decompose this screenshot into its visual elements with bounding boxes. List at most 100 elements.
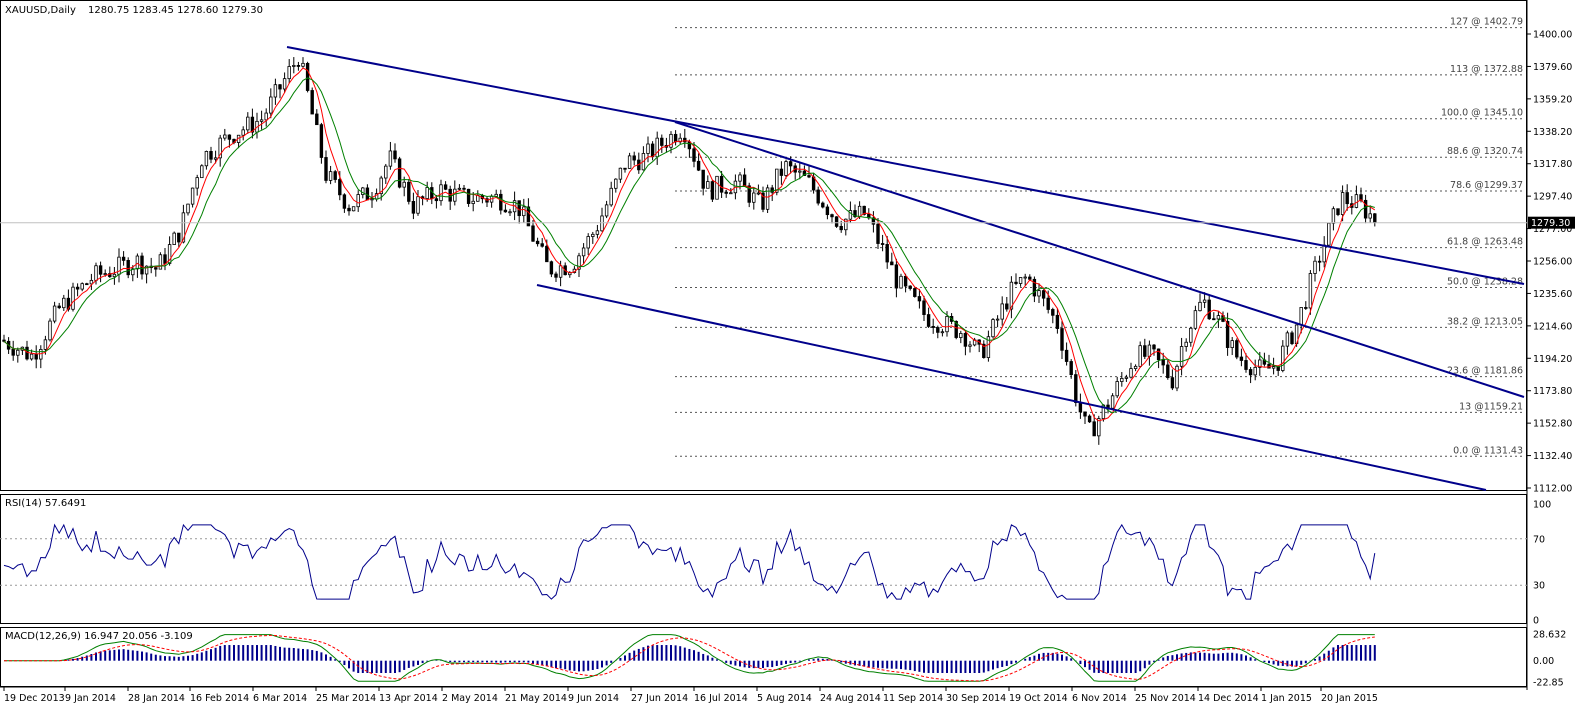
candle-body	[1253, 366, 1257, 376]
candle-body	[650, 143, 655, 158]
rsi-indicator: 100 70 30 0	[0, 500, 1551, 627]
candle-body	[1129, 368, 1133, 378]
candle-body	[729, 192, 733, 195]
candle-body	[1120, 378, 1124, 382]
candle-body	[351, 206, 356, 212]
candle-body	[259, 119, 264, 122]
candle-body	[968, 344, 972, 347]
candle-body	[1216, 315, 1221, 320]
candle-body	[1037, 290, 1041, 297]
candle-body	[1248, 369, 1253, 376]
candle-body	[1230, 340, 1234, 348]
y-tick-label: 1132.40	[1533, 451, 1572, 462]
candle-body	[112, 273, 117, 278]
candle-body	[177, 232, 181, 243]
candle-body	[466, 188, 471, 204]
candle-body	[273, 84, 278, 98]
candle-body	[683, 137, 687, 143]
rsi-tick-label: 70	[1533, 534, 1545, 545]
candle-body	[1014, 281, 1018, 284]
candle-body	[499, 193, 503, 211]
fib-level-label: 0.0 @ 1131.43	[1453, 445, 1523, 456]
candle-body	[788, 161, 793, 167]
candle-body	[416, 196, 420, 214]
candle-body	[540, 243, 544, 247]
y-tick-label: 1359.20	[1533, 94, 1572, 105]
candle-body	[209, 151, 213, 160]
candle-body	[310, 90, 314, 115]
candle-body	[600, 215, 604, 232]
candle-body	[43, 339, 48, 350]
candle-body	[503, 209, 508, 213]
candle-body	[761, 192, 765, 210]
candle-body	[1363, 199, 1368, 219]
candle-body	[1152, 344, 1156, 350]
candle-body	[545, 245, 549, 263]
candle-body	[604, 204, 609, 217]
rsi-tick-label: 100	[1533, 500, 1551, 511]
trend-channel-line	[674, 121, 1525, 398]
candle-body	[1202, 299, 1207, 303]
candle-body	[549, 261, 554, 275]
trend-channel-line	[536, 284, 1487, 491]
candle-body	[508, 211, 512, 214]
candle-body	[890, 261, 894, 266]
candle-body	[701, 169, 705, 189]
x-tick-label: 1 Jan 2015	[1261, 693, 1312, 704]
rsi-tick-label: 0	[1533, 616, 1539, 627]
x-tick-label: 27 Jun 2014	[631, 693, 688, 704]
candle-body	[963, 333, 968, 347]
candle-body	[1212, 318, 1216, 321]
fib-level-label: 61.8 @ 1263.48	[1447, 237, 1523, 248]
y-tick-label: 1173.80	[1533, 386, 1572, 397]
candle-body	[830, 214, 834, 218]
candle-body	[618, 167, 623, 180]
x-tick-label: 25 Nov 2014	[1135, 693, 1196, 704]
candle-body	[1368, 213, 1372, 219]
candle-body	[439, 184, 443, 202]
candle-body	[154, 267, 158, 270]
macd-tick-label: -22.85	[1533, 678, 1564, 689]
candle-body	[848, 210, 853, 220]
x-tick-label: 30 Sep 2014	[946, 693, 1006, 704]
candle-body	[986, 336, 991, 358]
candle-body	[1087, 415, 1092, 423]
candle-body	[195, 177, 199, 189]
macd-main-line	[4, 634, 1375, 682]
macd-tick-label: 0.00	[1533, 656, 1554, 667]
candle-body	[172, 232, 176, 245]
x-tick-label: 5 Aug 2014	[757, 693, 812, 704]
x-tick-label: 2 May 2014	[442, 693, 498, 704]
current-price-box	[1528, 216, 1575, 229]
candle-body	[724, 191, 728, 194]
candle-body	[462, 187, 466, 190]
candle-body	[660, 137, 664, 146]
candle-body	[1051, 309, 1055, 316]
candle-body	[425, 187, 429, 199]
candle-body	[131, 268, 135, 276]
candle-body	[407, 181, 411, 202]
candle-body	[821, 202, 825, 208]
candle-body	[844, 218, 848, 231]
candle-body	[853, 210, 857, 218]
candle-body	[246, 116, 250, 131]
candle-body	[1124, 376, 1129, 379]
candle-body	[1143, 345, 1147, 357]
candle-body	[798, 170, 802, 173]
candle-body	[388, 150, 393, 167]
candle-body	[2, 339, 6, 342]
candle-body	[687, 141, 692, 150]
candle-body	[1290, 332, 1294, 345]
x-tick-label: 20 Jan 2015	[1321, 693, 1378, 704]
candle-body	[103, 273, 107, 275]
candle-body	[158, 254, 163, 270]
candle-body	[1225, 321, 1230, 348]
fib-level-label: 113 @ 1372.88	[1450, 64, 1523, 75]
fibonacci-levels: 127 @ 1402.79 113 @ 1372.88 100.0 @ 1345.1…	[675, 17, 1524, 457]
candle-body	[1000, 303, 1004, 320]
candle-body	[1271, 366, 1276, 369]
candle-body	[16, 349, 20, 356]
candle-body	[1354, 194, 1359, 208]
candle-body	[1115, 381, 1119, 397]
